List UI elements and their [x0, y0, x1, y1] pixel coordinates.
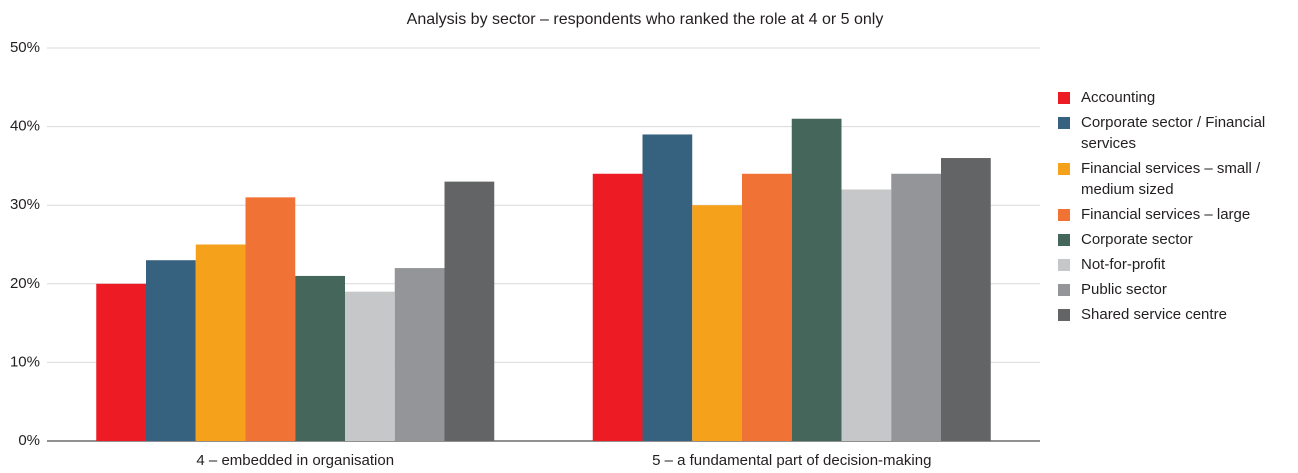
bar [891, 173, 941, 441]
y-tick-label: 10% [10, 353, 40, 370]
bar [444, 181, 495, 441]
legend-swatch [1058, 163, 1070, 175]
x-tick-label: 5 – a fundamental part of decision-makin… [652, 452, 931, 469]
y-tick-label: 0% [18, 432, 40, 449]
legend-swatch [1058, 92, 1070, 104]
bar [642, 134, 693, 441]
legend-swatch [1058, 209, 1070, 221]
legend-item: Financial services – small / medium size… [1058, 158, 1294, 200]
legend-label: Financial services – small / medium size… [1081, 160, 1261, 198]
legend-swatch [1058, 284, 1070, 296]
legend-item: Accounting [1058, 87, 1294, 108]
bar [245, 197, 296, 441]
bar [692, 205, 742, 441]
bar [742, 173, 792, 441]
bar [96, 283, 146, 441]
legend-swatch [1058, 259, 1070, 271]
bar [295, 275, 345, 441]
legend-item: Corporate sector [1058, 229, 1294, 250]
legend-swatch [1058, 117, 1070, 129]
y-tick-label: 40% [10, 118, 40, 135]
bar [841, 189, 892, 441]
legend-swatch [1058, 309, 1070, 321]
legend-label: Accounting [1081, 89, 1156, 106]
legend-item: Not-for-profit [1058, 254, 1294, 275]
y-tick-label: 20% [10, 275, 40, 292]
bar [394, 268, 445, 441]
legend-label: Financial services – large [1081, 206, 1251, 223]
y-tick-label: 50% [10, 39, 40, 56]
legend-label: Corporate sector [1081, 231, 1193, 248]
bar [146, 260, 196, 441]
bar [941, 158, 991, 442]
legend-item: Financial services – large [1058, 204, 1294, 225]
bar [195, 244, 246, 441]
legend-item: Shared service centre [1058, 304, 1294, 325]
bar [791, 118, 842, 442]
legend-label: Public sector [1081, 281, 1167, 298]
chart-title: Analysis by sector – respondents who ran… [407, 11, 884, 28]
legend-swatch [1058, 234, 1070, 246]
legend-item: Corporate sector / Financial services [1058, 112, 1294, 154]
bar [345, 291, 395, 441]
legend-item: Public sector [1058, 279, 1294, 300]
legend-label: Corporate sector / Financial services [1081, 114, 1266, 152]
legend-label: Shared service centre [1081, 306, 1227, 323]
y-tick-label: 30% [10, 196, 40, 213]
bar [592, 173, 643, 441]
legend: Accounting Corporate sector / Financial s… [1058, 87, 1294, 329]
legend-label: Not-for-profit [1081, 256, 1166, 273]
x-tick-label: 4 – embedded in organisation [196, 452, 394, 469]
